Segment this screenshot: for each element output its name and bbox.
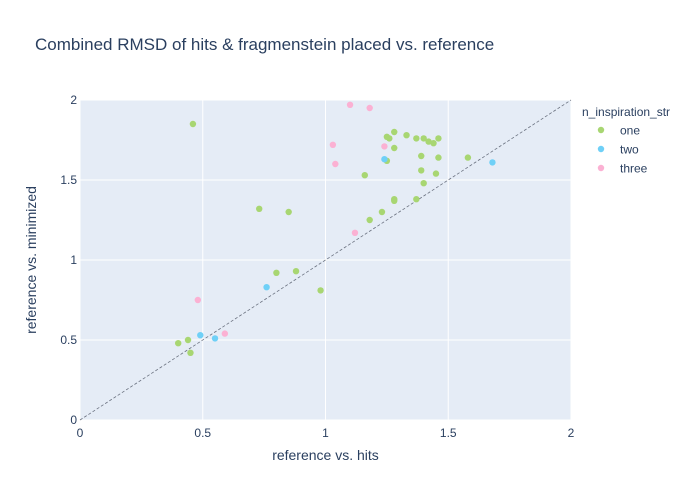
- y-tick-label: 1: [70, 253, 77, 267]
- data-point-one[interactable]: [420, 180, 427, 187]
- data-point-one[interactable]: [184, 336, 192, 344]
- data-point-one[interactable]: [366, 216, 373, 224]
- data-point-one[interactable]: [189, 120, 197, 128]
- data-point-three[interactable]: [194, 296, 202, 304]
- data-point-three[interactable]: [221, 330, 229, 337]
- data-point-one[interactable]: [391, 144, 398, 152]
- data-point-one[interactable]: [361, 172, 368, 179]
- data-point-one[interactable]: [413, 196, 420, 203]
- x-tick-label: 2: [568, 426, 575, 440]
- data-point-one[interactable]: [256, 205, 263, 212]
- data-point-one[interactable]: [420, 135, 427, 142]
- data-point-one[interactable]: [413, 135, 420, 142]
- data-point-one[interactable]: [435, 154, 442, 161]
- data-point-two[interactable]: [263, 284, 270, 291]
- data-point-three[interactable]: [332, 160, 339, 168]
- data-point-one[interactable]: [418, 167, 425, 174]
- data-point-one[interactable]: [175, 340, 182, 347]
- y-axis-title: reference vs. minimized: [23, 186, 39, 334]
- legend-label-two[interactable]: two: [620, 143, 639, 157]
- data-point-two[interactable]: [197, 332, 204, 339]
- chart-title: Combined RMSD of hits & fragmenstein pla…: [35, 35, 494, 54]
- data-point-one[interactable]: [391, 128, 398, 136]
- y-tick-label: 2: [70, 93, 77, 107]
- grid-lines: [79, 99, 572, 421]
- x-tick-label: 0: [77, 426, 84, 440]
- data-point-one[interactable]: [432, 170, 440, 177]
- x-tick-label: 1.5: [440, 426, 457, 440]
- data-point-one[interactable]: [435, 135, 442, 142]
- y-tick-label: 1.5: [60, 173, 77, 187]
- legend-marker-two[interactable]: [597, 145, 605, 153]
- data-point-one[interactable]: [464, 154, 472, 161]
- data-point-one[interactable]: [418, 152, 425, 160]
- y-tick-labels: 0 0.5 1 1.5 2: [60, 93, 77, 427]
- data-point-one[interactable]: [386, 135, 393, 142]
- legend[interactable]: n_inspiration_str one two three: [582, 105, 670, 176]
- data-point-one[interactable]: [403, 132, 410, 139]
- x-axis-title: reference vs. hits: [272, 447, 379, 463]
- legend-title: n_inspiration_str: [582, 105, 670, 119]
- data-point-one[interactable]: [317, 287, 324, 294]
- diagonal-reference-line: [79, 99, 572, 421]
- data-point-one[interactable]: [425, 138, 432, 145]
- data-point-three[interactable]: [329, 141, 337, 148]
- data-point-one[interactable]: [391, 197, 398, 204]
- data-point-one[interactable]: [273, 269, 280, 276]
- x-tick-label: 0.5: [194, 426, 211, 440]
- legend-marker-three[interactable]: [597, 164, 605, 172]
- legend-marker-one[interactable]: [597, 126, 605, 134]
- data-point-two[interactable]: [489, 159, 496, 166]
- data-points: [175, 101, 496, 356]
- legend-label-one[interactable]: one: [620, 124, 640, 138]
- y-tick-label: 0: [70, 413, 77, 427]
- data-point-three[interactable]: [381, 143, 388, 150]
- data-point-one[interactable]: [285, 208, 292, 216]
- legend-label-three[interactable]: three: [620, 162, 648, 176]
- x-tick-label: 1: [322, 426, 329, 440]
- data-point-two[interactable]: [211, 335, 219, 342]
- data-point-one[interactable]: [430, 140, 437, 147]
- data-point-three[interactable]: [346, 101, 354, 109]
- data-point-two[interactable]: [381, 156, 388, 163]
- data-point-one[interactable]: [292, 268, 300, 275]
- x-tick-labels: 0 0.5 1 1.5 2: [77, 426, 575, 440]
- data-point-three[interactable]: [366, 104, 373, 112]
- data-point-three[interactable]: [351, 229, 359, 236]
- data-point-one[interactable]: [378, 208, 386, 216]
- y-tick-label: 0.5: [60, 333, 77, 347]
- data-point-one[interactable]: [187, 349, 194, 356]
